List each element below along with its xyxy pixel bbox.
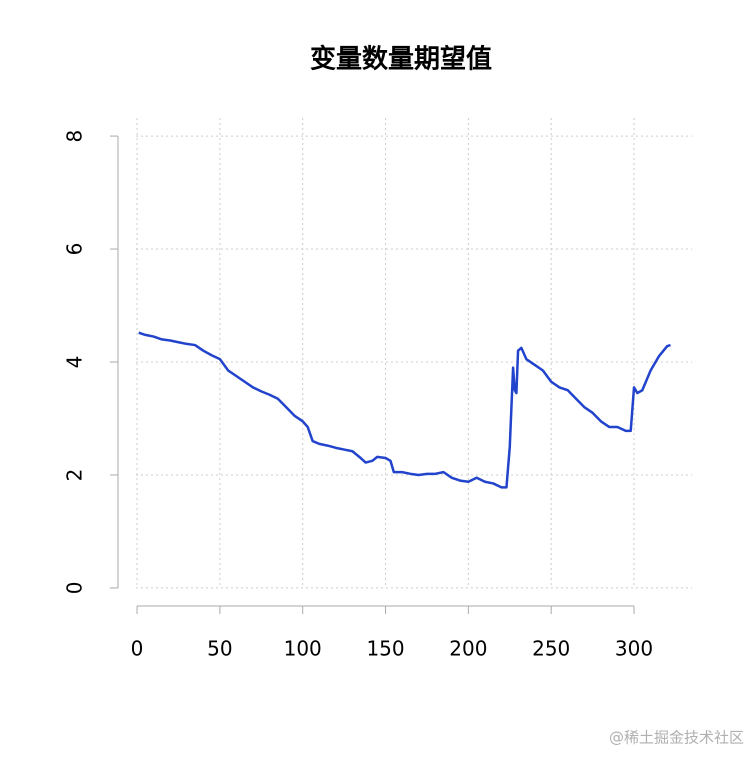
line-series xyxy=(138,331,671,489)
y-tick-label: 6 xyxy=(63,243,87,256)
x-tick-label: 50 xyxy=(207,637,232,661)
y-tick-label: 0 xyxy=(63,582,87,595)
y-tick-label: 4 xyxy=(63,356,87,369)
y-tick-label: 8 xyxy=(63,130,87,143)
x-tick-label: 300 xyxy=(615,637,653,661)
watermark: @稀土掘金技术社区 xyxy=(609,729,744,747)
y-tick-label: 2 xyxy=(63,469,87,482)
chart-title: 变量数量期望值 xyxy=(310,44,492,75)
x-tick-label: 100 xyxy=(284,637,322,661)
x-tick-label: 150 xyxy=(366,637,404,661)
x-tick-label: 200 xyxy=(449,637,487,661)
x-tick-label: 0 xyxy=(131,637,144,661)
x-tick-label: 250 xyxy=(532,637,570,661)
